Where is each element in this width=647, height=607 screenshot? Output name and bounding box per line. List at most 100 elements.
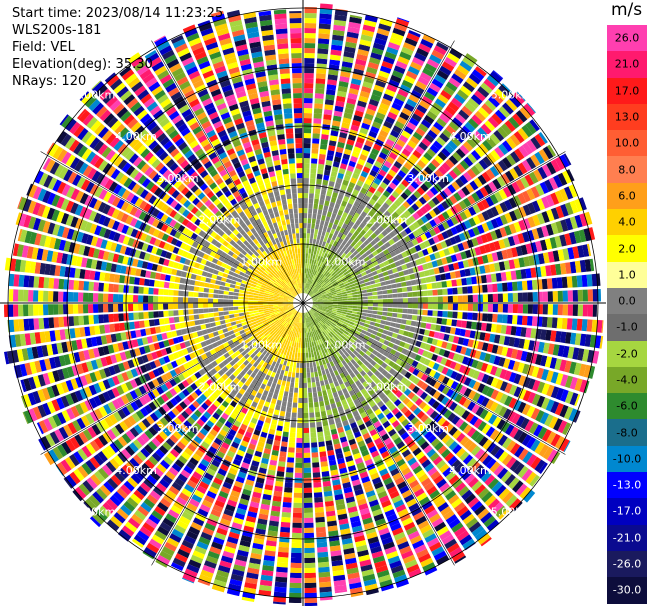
velocity-gate: [385, 412, 394, 420]
velocity-gate: [194, 320, 201, 326]
velocity-gate: [290, 557, 302, 563]
velocity-gate: [326, 292, 332, 296]
velocity-gate: [424, 505, 436, 515]
velocity-gate: [365, 108, 376, 116]
velocity-gate: [346, 312, 352, 316]
velocity-gate: [424, 385, 433, 394]
velocity-gate: [443, 85, 455, 96]
velocity-gate: [468, 206, 477, 216]
velocity-gate: [456, 432, 466, 443]
velocity-gate: [418, 473, 429, 483]
velocity-gate: [308, 273, 311, 279]
velocity-gate: [354, 110, 364, 118]
velocity-gate: [539, 412, 550, 425]
velocity-gate: [525, 471, 537, 485]
velocity-gate: [391, 495, 402, 504]
velocity-gate: [324, 221, 329, 227]
velocity-gate: [434, 251, 441, 259]
velocity-gate: [403, 269, 410, 276]
velocity-gate: [391, 243, 398, 250]
velocity-gate: [394, 424, 403, 432]
velocity-gate: [385, 198, 393, 206]
velocity-gate: [486, 152, 497, 164]
velocity-gate: [357, 256, 364, 262]
velocity-gate: [340, 334, 346, 340]
velocity-gate: [325, 159, 333, 166]
velocity-gate: [383, 437, 393, 446]
velocity-gate: [404, 144, 414, 153]
velocity-gate: [297, 422, 303, 429]
velocity-gate: [486, 442, 497, 454]
velocity-gate: [415, 127, 426, 137]
velocity-gate: [362, 246, 369, 253]
velocity-gate: [474, 162, 485, 173]
velocity-gate: [495, 324, 502, 334]
velocity-gate: [312, 361, 317, 368]
velocity-gate: [451, 136, 462, 147]
velocity-gate: [344, 381, 351, 388]
velocity-gate: [295, 347, 299, 353]
velocity-gate: [441, 211, 450, 220]
velocity-gate: [358, 395, 366, 403]
velocity-gate: [550, 264, 557, 276]
velocity-gate: [398, 329, 405, 335]
velocity-gate: [324, 200, 330, 207]
velocity-gate: [337, 294, 343, 298]
velocity-gate: [515, 415, 526, 427]
velocity-gate: [303, 262, 305, 268]
velocity-gate: [500, 272, 507, 282]
velocity-gate: [508, 259, 516, 270]
velocity-gate: [400, 368, 408, 376]
velocity-gate: [326, 388, 332, 395]
velocity-gate: [445, 105, 457, 116]
velocity-gate: [432, 456, 443, 466]
velocity-gate: [361, 289, 368, 294]
velocity-gate: [315, 78, 326, 85]
velocity-gate: [353, 212, 360, 219]
velocity-gate: [316, 531, 327, 538]
velocity-gate: [515, 483, 528, 496]
velocity-gate: [466, 137, 477, 149]
velocity-gate: [521, 315, 528, 326]
velocity-gate: [357, 215, 365, 222]
velocity-gate: [363, 206, 371, 214]
velocity-gate: [411, 394, 420, 403]
velocity-gate: [502, 454, 513, 466]
velocity-gate: [436, 69, 449, 80]
velocity-gate: [438, 250, 446, 258]
velocity-gate: [304, 53, 315, 59]
velocity-gate: [457, 303, 463, 311]
velocity-gate: [480, 123, 492, 135]
velocity-gate: [316, 284, 321, 289]
velocity-gate: [327, 339, 333, 345]
velocity-gate: [507, 184, 517, 196]
velocity-gate: [316, 308, 322, 311]
velocity-gate: [322, 306, 328, 309]
velocity-gate: [293, 497, 302, 503]
velocity-gate: [309, 193, 314, 199]
velocity-gate: [278, 461, 286, 467]
velocity-gate: [483, 184, 493, 195]
velocity-gate: [429, 82, 441, 93]
velocity-gate: [316, 426, 323, 433]
velocity-gate: [577, 289, 583, 302]
velocity-gate: [346, 385, 353, 392]
velocity-gate: [424, 367, 432, 375]
velocity-gate: [516, 315, 523, 325]
velocity-gate: [357, 335, 364, 341]
velocity-gate: [444, 538, 457, 550]
velocity-gate: [381, 60, 394, 70]
velocity-gate: [461, 105, 473, 117]
velocity-gate: [507, 410, 517, 422]
velocity-gate: [531, 393, 541, 406]
velocity-gate: [431, 317, 438, 324]
velocity-gate: [283, 426, 290, 433]
velocity-gate: [512, 281, 518, 291]
velocity-gate: [348, 221, 355, 228]
velocity-gate: [493, 355, 501, 366]
velocity-gate: [453, 192, 462, 202]
velocity-gate: [453, 404, 462, 414]
velocity-gate: [335, 374, 342, 381]
velocity-gate: [504, 225, 512, 236]
velocity-gate: [409, 326, 416, 333]
